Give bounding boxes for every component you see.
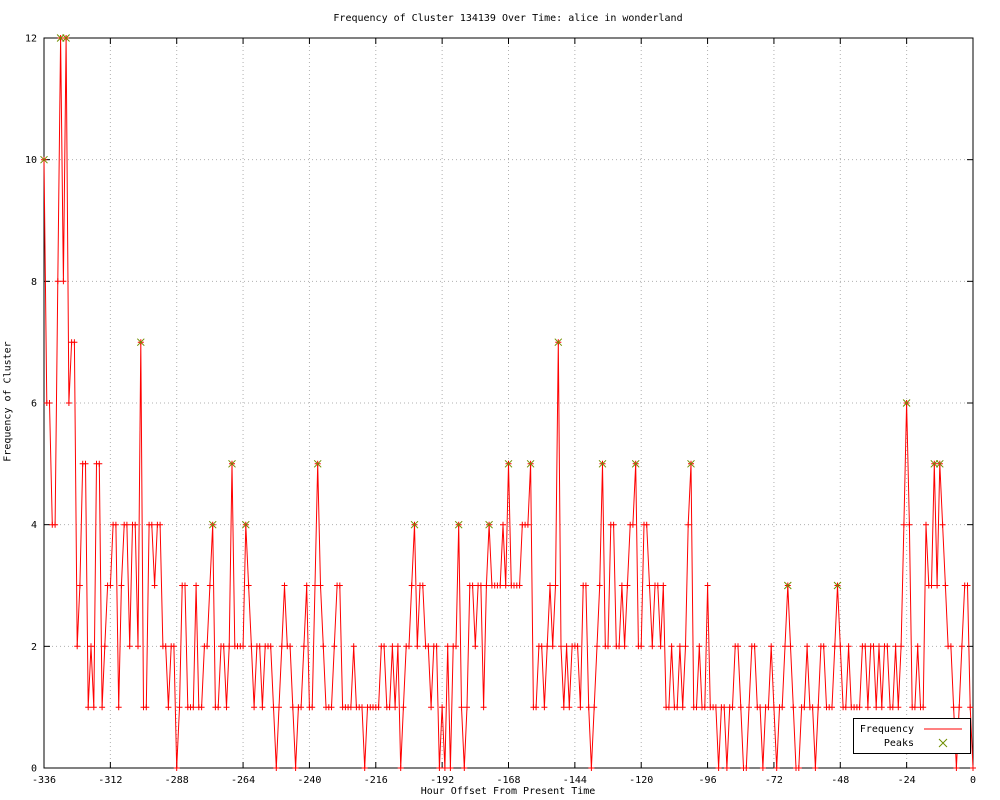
x-tick-label: -96	[699, 775, 717, 786]
y-tick-label: 6	[31, 399, 37, 410]
legend-peaks-label: Peaks	[883, 737, 914, 749]
x-tick-label: -120	[629, 775, 653, 786]
x-tick-label: -24	[898, 775, 916, 786]
x-tick-label: -240	[297, 775, 321, 786]
legend-peaks-sample-x-icon	[938, 738, 948, 748]
chart-title: Frequency of Cluster 134139 Over Time: a…	[333, 13, 683, 24]
x-tick-label: -288	[165, 775, 189, 786]
x-tick-label: -168	[496, 775, 520, 786]
y-tick-label: 12	[25, 34, 37, 45]
x-tick-label: -72	[765, 775, 783, 786]
legend-row-frequency: Frequency	[860, 722, 964, 736]
legend: Frequency Peaks	[852, 718, 971, 754]
y-tick-label: 4	[31, 520, 37, 531]
x-tick-label: -312	[98, 775, 122, 786]
legend-frequency-label: Frequency	[859, 723, 914, 735]
y-tick-label: 0	[31, 764, 37, 775]
x-tick-label: -264	[231, 775, 255, 786]
legend-frequency-sample-line	[924, 728, 962, 730]
x-tick-label: 0	[970, 775, 976, 786]
peak-x-markers	[40, 34, 944, 590]
legend-row-peaks: Peaks	[860, 736, 964, 750]
x-tick-label: -192	[430, 775, 454, 786]
x-tick-label: -144	[563, 775, 587, 786]
y-tick-label: 8	[31, 277, 37, 288]
x-tick-label: -336	[32, 775, 56, 786]
x-tick-label: -48	[831, 775, 849, 786]
y-tick-label: 2	[31, 642, 37, 653]
x-axis-title: Hour Offset From Present Time	[420, 786, 596, 797]
x-tick-label: -216	[364, 775, 388, 786]
y-tick-label: 10	[25, 155, 37, 166]
